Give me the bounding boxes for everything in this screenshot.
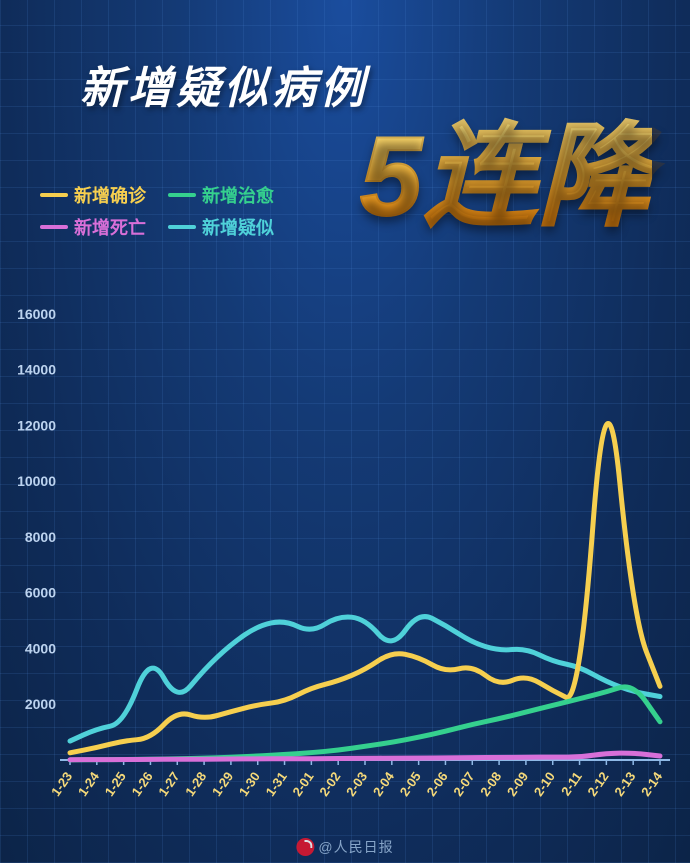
svg-text:2-05: 2-05: [397, 769, 424, 799]
svg-text:2-14: 2-14: [638, 768, 666, 799]
x-axis-ticks: 1-231-241-251-261-271-281-291-301-312-01…: [48, 760, 666, 799]
watermark-text: @人民日报: [318, 837, 393, 857]
line-chart: 2000 4000 6000 8000 10000 12000 14000 16000 1-2…: [0, 290, 690, 830]
svg-text:16000: 16000: [17, 306, 56, 322]
svg-text:2-04: 2-04: [370, 768, 398, 799]
svg-text:2-10: 2-10: [531, 769, 558, 799]
series-cured: [70, 687, 660, 760]
legend-item-death: 新增死亡: [40, 214, 146, 240]
legend-label: 新增治愈: [202, 182, 274, 208]
svg-text:1-27: 1-27: [155, 769, 182, 799]
svg-text:1-31: 1-31: [263, 769, 290, 799]
svg-text:2-07: 2-07: [450, 769, 477, 799]
series-death: [70, 753, 660, 760]
legend-item-suspected: 新增疑似: [168, 214, 274, 240]
svg-text:2-02: 2-02: [316, 769, 343, 799]
legend: 新增确诊 新增治愈 新增死亡 新增疑似: [40, 182, 340, 246]
legend-swatch-cured: [168, 193, 196, 197]
svg-text:2-11: 2-11: [558, 769, 585, 798]
svg-text:2000: 2000: [25, 696, 56, 712]
svg-text:10000: 10000: [17, 473, 56, 489]
svg-text:1-29: 1-29: [209, 769, 236, 799]
svg-text:2-06: 2-06: [424, 769, 451, 799]
svg-text:2-08: 2-08: [477, 769, 504, 799]
svg-text:1-30: 1-30: [236, 769, 263, 799]
legend-swatch-suspected: [168, 225, 196, 229]
svg-text:12000: 12000: [17, 417, 56, 433]
svg-text:1-28: 1-28: [182, 769, 209, 799]
series-confirmed: [70, 423, 660, 752]
legend-item-cured: 新增治愈: [168, 182, 274, 208]
svg-text:1-25: 1-25: [102, 769, 129, 799]
svg-text:2-12: 2-12: [584, 769, 611, 799]
legend-label: 新增确诊: [74, 182, 146, 208]
watermark: @人民日报: [296, 837, 393, 857]
weibo-icon: [296, 838, 314, 856]
svg-text:14000: 14000: [17, 362, 56, 378]
chart-title-line2: 5连降: [360, 86, 652, 248]
svg-text:8000: 8000: [25, 529, 56, 545]
legend-label: 新增死亡: [74, 214, 146, 240]
legend-item-confirmed: 新增确诊: [40, 182, 146, 208]
svg-text:1-23: 1-23: [48, 769, 75, 799]
svg-text:2-01: 2-01: [289, 769, 316, 799]
y-axis-ticks: 2000 4000 6000 8000 10000 12000 14000 16000: [17, 306, 56, 712]
legend-swatch-confirmed: [40, 193, 68, 197]
series-suspected: [70, 617, 660, 742]
svg-text:2-03: 2-03: [343, 769, 370, 799]
svg-text:1-24: 1-24: [75, 768, 103, 799]
chart-title-line1: 新增疑似病例: [80, 52, 368, 116]
svg-text:6000: 6000: [25, 585, 56, 601]
legend-swatch-death: [40, 225, 68, 229]
svg-text:2-13: 2-13: [611, 769, 638, 799]
svg-text:2-09: 2-09: [504, 769, 531, 799]
svg-text:1-26: 1-26: [129, 769, 156, 799]
svg-text:4000: 4000: [25, 640, 56, 656]
legend-label: 新增疑似: [202, 214, 274, 240]
